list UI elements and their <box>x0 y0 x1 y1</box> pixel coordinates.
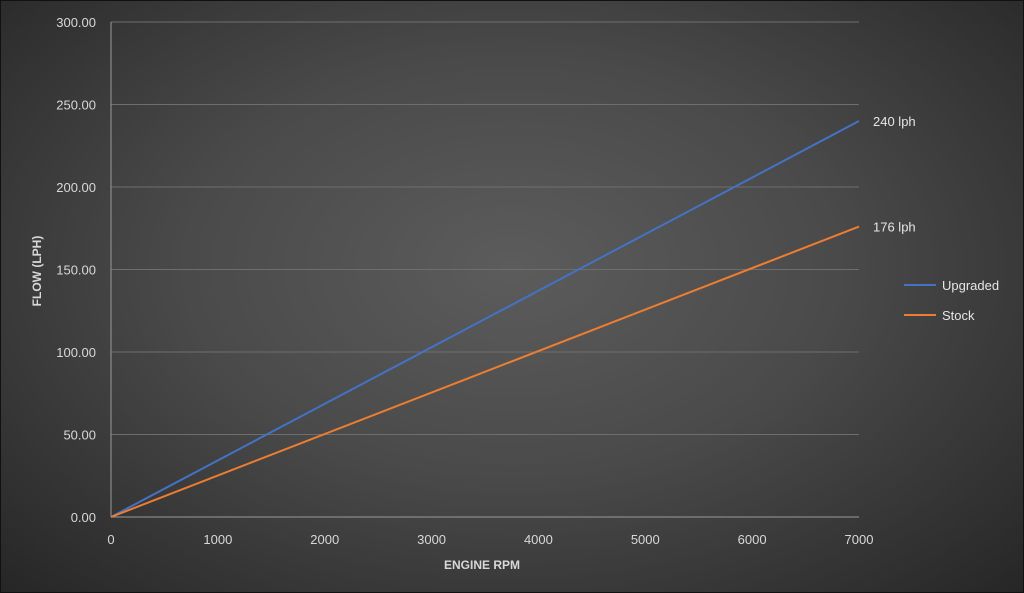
legend: Upgraded Stock <box>904 278 999 323</box>
series-lines <box>110 120 860 518</box>
y-tick-label: 200.00 <box>56 180 96 195</box>
legend-label: Upgraded <box>942 278 999 293</box>
x-tick-label: 1000 <box>203 532 232 547</box>
x-tick-label: 6000 <box>738 532 767 547</box>
y-tick-label: 250.00 <box>56 98 96 113</box>
end-label-upgraded: 240 lph <box>873 114 916 129</box>
y-tick-label: 50.00 <box>63 428 96 443</box>
y-tick-label: 300.00 <box>56 15 96 30</box>
y-tick-label: 150.00 <box>56 263 96 278</box>
x-tick-label: 0 <box>107 532 114 547</box>
x-tick-label: 5000 <box>631 532 660 547</box>
axes <box>110 22 859 518</box>
x-tick-labels: 0 1000 2000 3000 4000 5000 6000 7000 <box>107 532 873 547</box>
x-tick-label: 2000 <box>310 532 339 547</box>
series-line-stock <box>110 225 860 518</box>
y-tick-label: 100.00 <box>56 345 96 360</box>
x-tick-label: 4000 <box>524 532 553 547</box>
end-annotations: 240 lph 176 lph <box>873 114 916 235</box>
legend-label: Stock <box>942 308 975 323</box>
y-tick-labels: 0.00 50.00 100.00 150.00 200.00 250.00 300.00 <box>56 15 96 525</box>
gridlines <box>111 21 859 435</box>
x-tick-label: 7000 <box>845 532 874 547</box>
y-tick-label: 0.00 <box>71 510 96 525</box>
x-axis-title: ENGINE RPM <box>444 558 520 572</box>
x-tick-label: 3000 <box>417 532 446 547</box>
series-line-upgraded <box>110 120 860 518</box>
end-label-stock: 176 lph <box>873 220 916 235</box>
y-axis-title: FLOW (LPH) <box>30 236 44 307</box>
